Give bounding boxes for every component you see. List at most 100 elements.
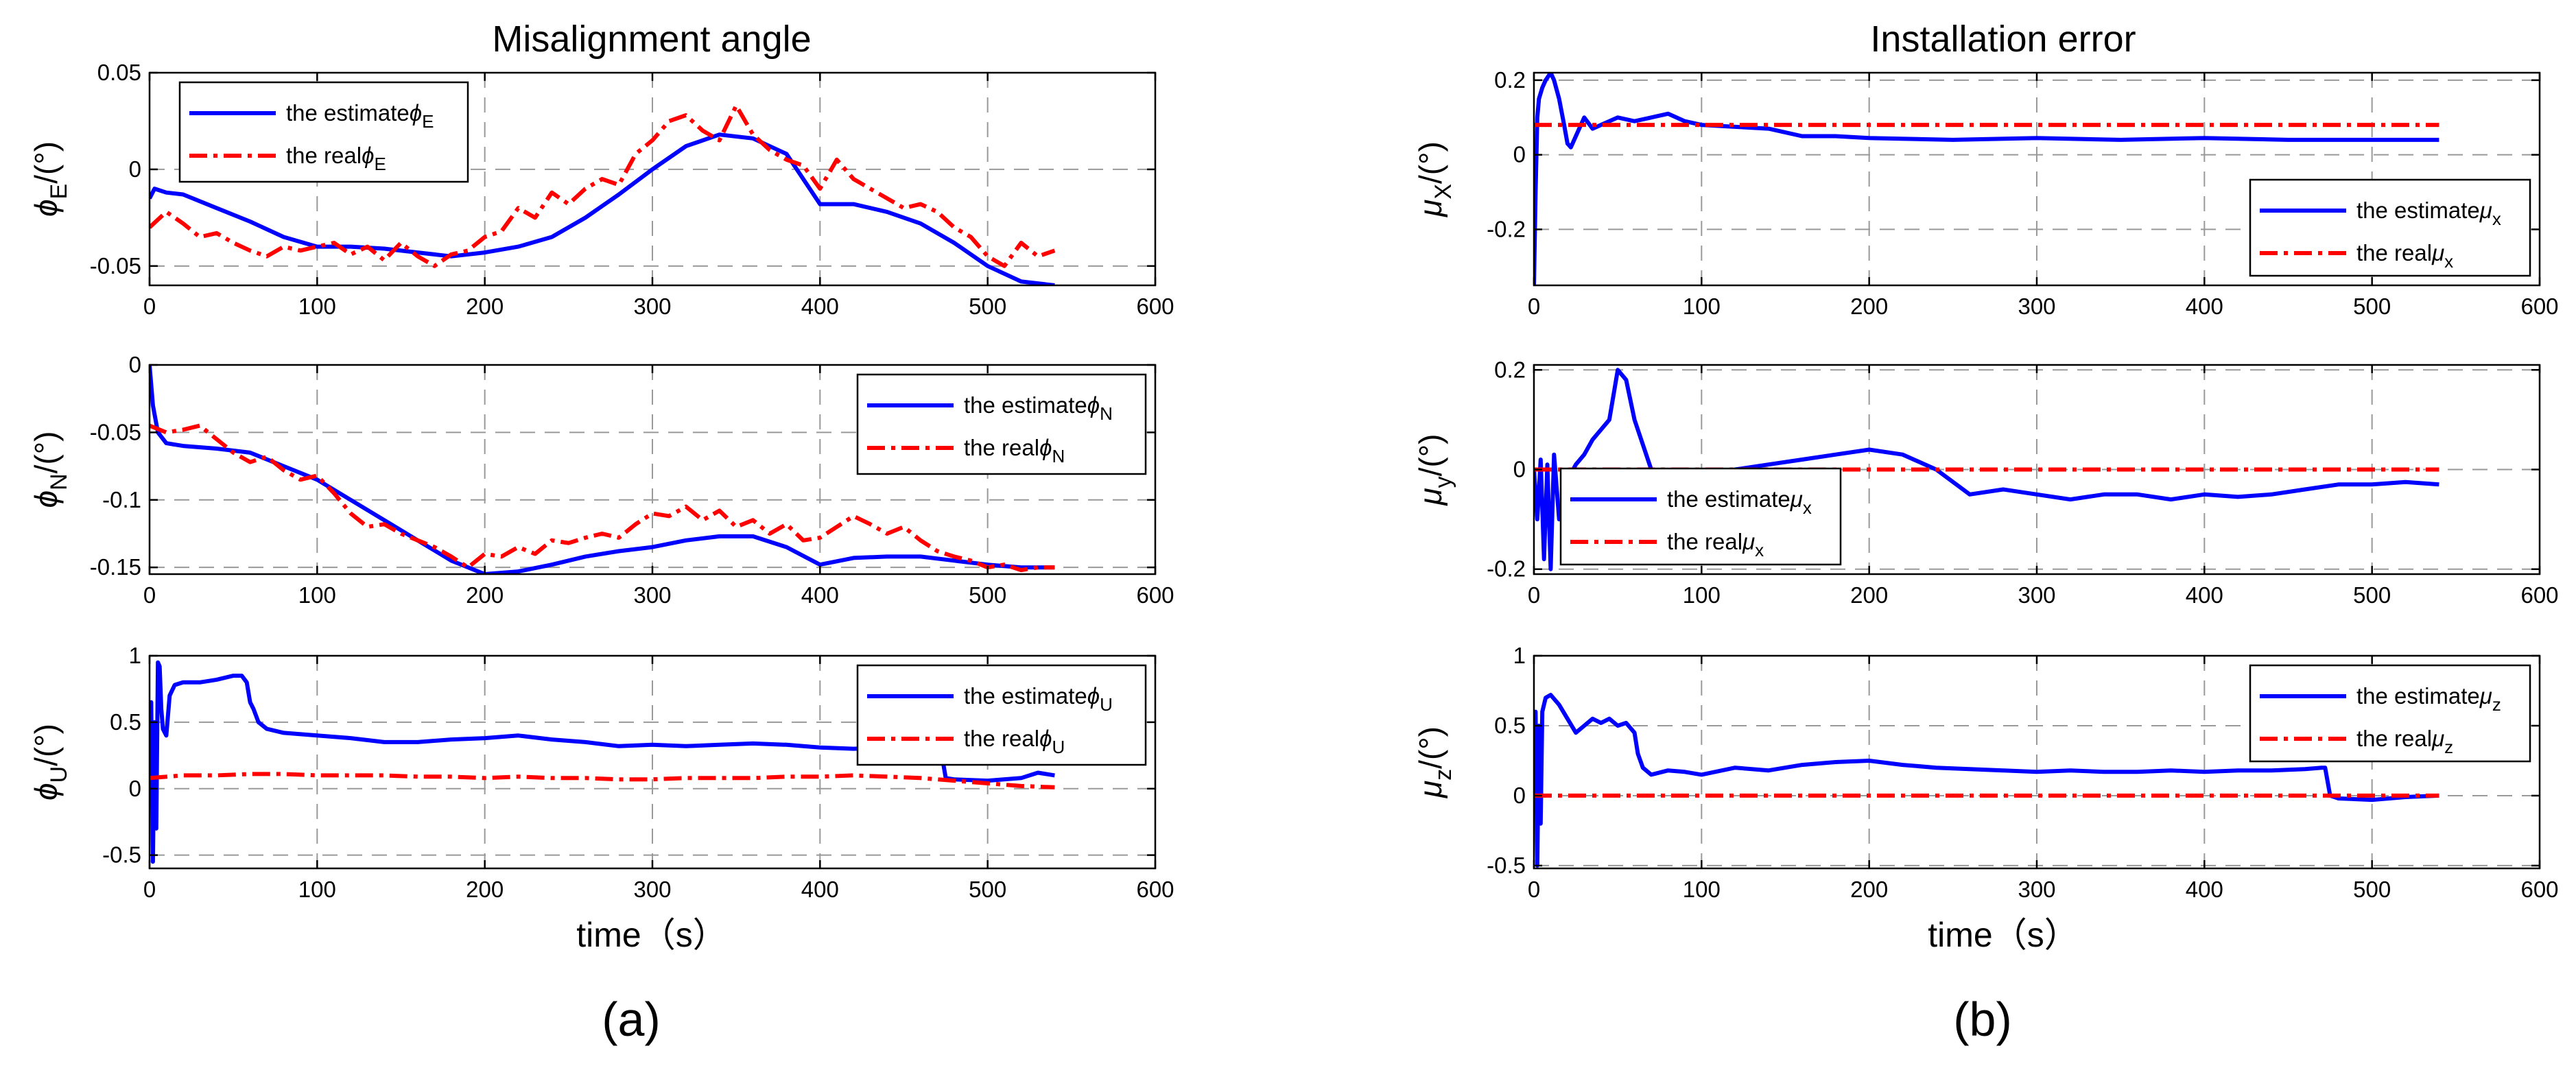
legend-label-estimate: the estimateϕN <box>964 392 1113 424</box>
y-tick-label: -0.05 <box>90 253 141 278</box>
x-tick-label: 500 <box>969 877 1006 902</box>
y-axis-label: ϕU/(°) <box>28 724 72 800</box>
legend: the estimateμx the realμx <box>2249 178 2531 277</box>
y-tick-label: 0 <box>1513 142 1526 167</box>
series-line-real-phiU <box>150 772 1055 790</box>
legend-label-real: the realμx <box>2356 240 2453 272</box>
x-tick-label: 0 <box>143 294 156 319</box>
panel-title-a: Misalignment angle <box>492 19 811 60</box>
y-axis-label: μz/(°) <box>1413 726 1456 798</box>
legend-label-estimate: the estimateμz <box>2356 683 2501 715</box>
legend-label-real: the realϕU <box>964 726 1065 757</box>
x-tick-label: 600 <box>2520 582 2558 608</box>
x-tick-label: 300 <box>633 582 671 608</box>
y-axis-label: μX/(°) <box>1413 141 1456 217</box>
caption-b: (b) <box>1953 993 2012 1046</box>
x-tick-label: 200 <box>1850 877 1888 902</box>
y-tick-label: 1 <box>129 643 141 668</box>
y-tick-label: -0.15 <box>90 554 141 580</box>
x-axis-label-a: time（s） <box>576 916 726 954</box>
x-tick-label: 100 <box>298 294 336 319</box>
x-tick-label: 200 <box>1850 582 1888 608</box>
y-tick-label: 0 <box>129 776 141 801</box>
y-axis-label: ϕN/(°) <box>28 431 72 508</box>
x-tick-label: 200 <box>466 294 504 319</box>
x-tick-label: 600 <box>2520 294 2558 319</box>
legend-label-real: the realμz <box>2356 726 2453 757</box>
x-tick-label: 500 <box>2353 582 2391 608</box>
y-axis-label: μy/(°) <box>1413 434 1456 506</box>
x-tick-label: 500 <box>969 294 1006 319</box>
chart-phi-n: 0 100 200 300 400 500 600 -0.15 -0.1 -0.05 0 ϕN/(°)… <box>28 352 1174 608</box>
y-tick-label: 0.5 <box>1494 713 1526 738</box>
x-tick-label: 200 <box>1850 294 1888 319</box>
y-tick-label: 0.2 <box>1494 357 1526 382</box>
y-tick-label: 0 <box>129 352 141 377</box>
x-tick-label: 100 <box>1683 294 1721 319</box>
x-tick-label: 100 <box>298 582 336 608</box>
x-tick-label: 0 <box>143 582 156 608</box>
x-tick-label: 400 <box>801 294 839 319</box>
series-line-estimate-phiE <box>150 132 1055 285</box>
x-tick-label: 400 <box>801 582 839 608</box>
x-tick-label: 400 <box>2186 877 2223 902</box>
legend-label-estimate: the estimateϕU <box>964 683 1113 715</box>
x-tick-label: 300 <box>2018 294 2055 319</box>
y-tick-label: -0.5 <box>1487 853 1526 878</box>
panel-title-b: Installation error <box>1870 19 2136 60</box>
legend-label-estimate: the estimateϕE <box>286 100 434 132</box>
x-tick-label: 300 <box>2018 582 2055 608</box>
x-tick-label: 400 <box>2186 294 2223 319</box>
x-tick-label: 400 <box>801 877 839 902</box>
x-tick-label: 500 <box>2353 294 2391 319</box>
series-line-estimate-phiN <box>150 365 1055 574</box>
y-tick-label: 0 <box>1513 783 1526 808</box>
legend-box <box>856 373 1147 475</box>
x-tick-label: 600 <box>2520 877 2558 902</box>
x-tick-label: 600 <box>1136 582 1174 608</box>
chart-mu-y: 0 100 200 300 400 500 600-0.200.2μy/(°)the est… <box>1413 357 2559 608</box>
legend: the estimateϕU the realϕU <box>856 664 1147 766</box>
legend-box <box>856 664 1147 766</box>
series-line-real-phiN <box>150 423 1055 573</box>
x-tick-label: 400 <box>2186 582 2223 608</box>
x-tick-label: 0 <box>143 877 156 902</box>
legend-label-real: the realϕN <box>964 435 1065 466</box>
y-tick-label: 1 <box>1513 643 1526 668</box>
legend-box <box>1559 467 1842 566</box>
y-tick-label: -0.05 <box>90 419 141 444</box>
y-tick-label: 0.05 <box>97 60 141 85</box>
y-tick-label: 0.5 <box>110 709 141 735</box>
x-tick-label: 600 <box>1136 294 1174 319</box>
series-line-estimate-muX <box>1534 73 2439 285</box>
series-line-estimate-muZ <box>1534 693 2439 868</box>
chart-mu-x: 0 100 200 300 400 500 600 -0.2 0 0.2 μX/(°) the est… <box>1413 67 2559 319</box>
x-axis-label-b: time（s） <box>1928 916 2078 954</box>
series-line-real-phiE <box>150 103 1056 268</box>
legend-label-estimate: the estimateμx <box>1667 486 1812 518</box>
x-tick-label: 300 <box>633 294 671 319</box>
y-tick-label: -0.2 <box>1487 556 1526 582</box>
legend-box <box>2249 664 2531 763</box>
legend: the estimateμz the realμz <box>2249 664 2531 763</box>
x-tick-label: 500 <box>969 582 1006 608</box>
x-tick-label: 200 <box>466 582 504 608</box>
x-tick-label: 500 <box>2353 877 2391 902</box>
x-tick-label: 0 <box>1528 877 1540 902</box>
legend: the estimateϕN the realϕN <box>856 373 1147 475</box>
y-tick-label: -0.5 <box>102 842 141 868</box>
legend-box <box>2249 178 2531 277</box>
legend-label-estimate: the estimateμx <box>2356 198 2501 229</box>
x-tick-label: 100 <box>1683 582 1721 608</box>
caption-a: (a) <box>602 993 661 1046</box>
y-tick-label: 0 <box>129 156 141 182</box>
x-tick-label: 100 <box>1683 877 1721 902</box>
x-tick-label: 100 <box>298 877 336 902</box>
x-tick-label: 600 <box>1136 877 1174 902</box>
y-axis-label: ϕE/(°) <box>28 141 72 217</box>
y-tick-label: -0.2 <box>1487 216 1526 241</box>
legend-box <box>178 81 469 183</box>
